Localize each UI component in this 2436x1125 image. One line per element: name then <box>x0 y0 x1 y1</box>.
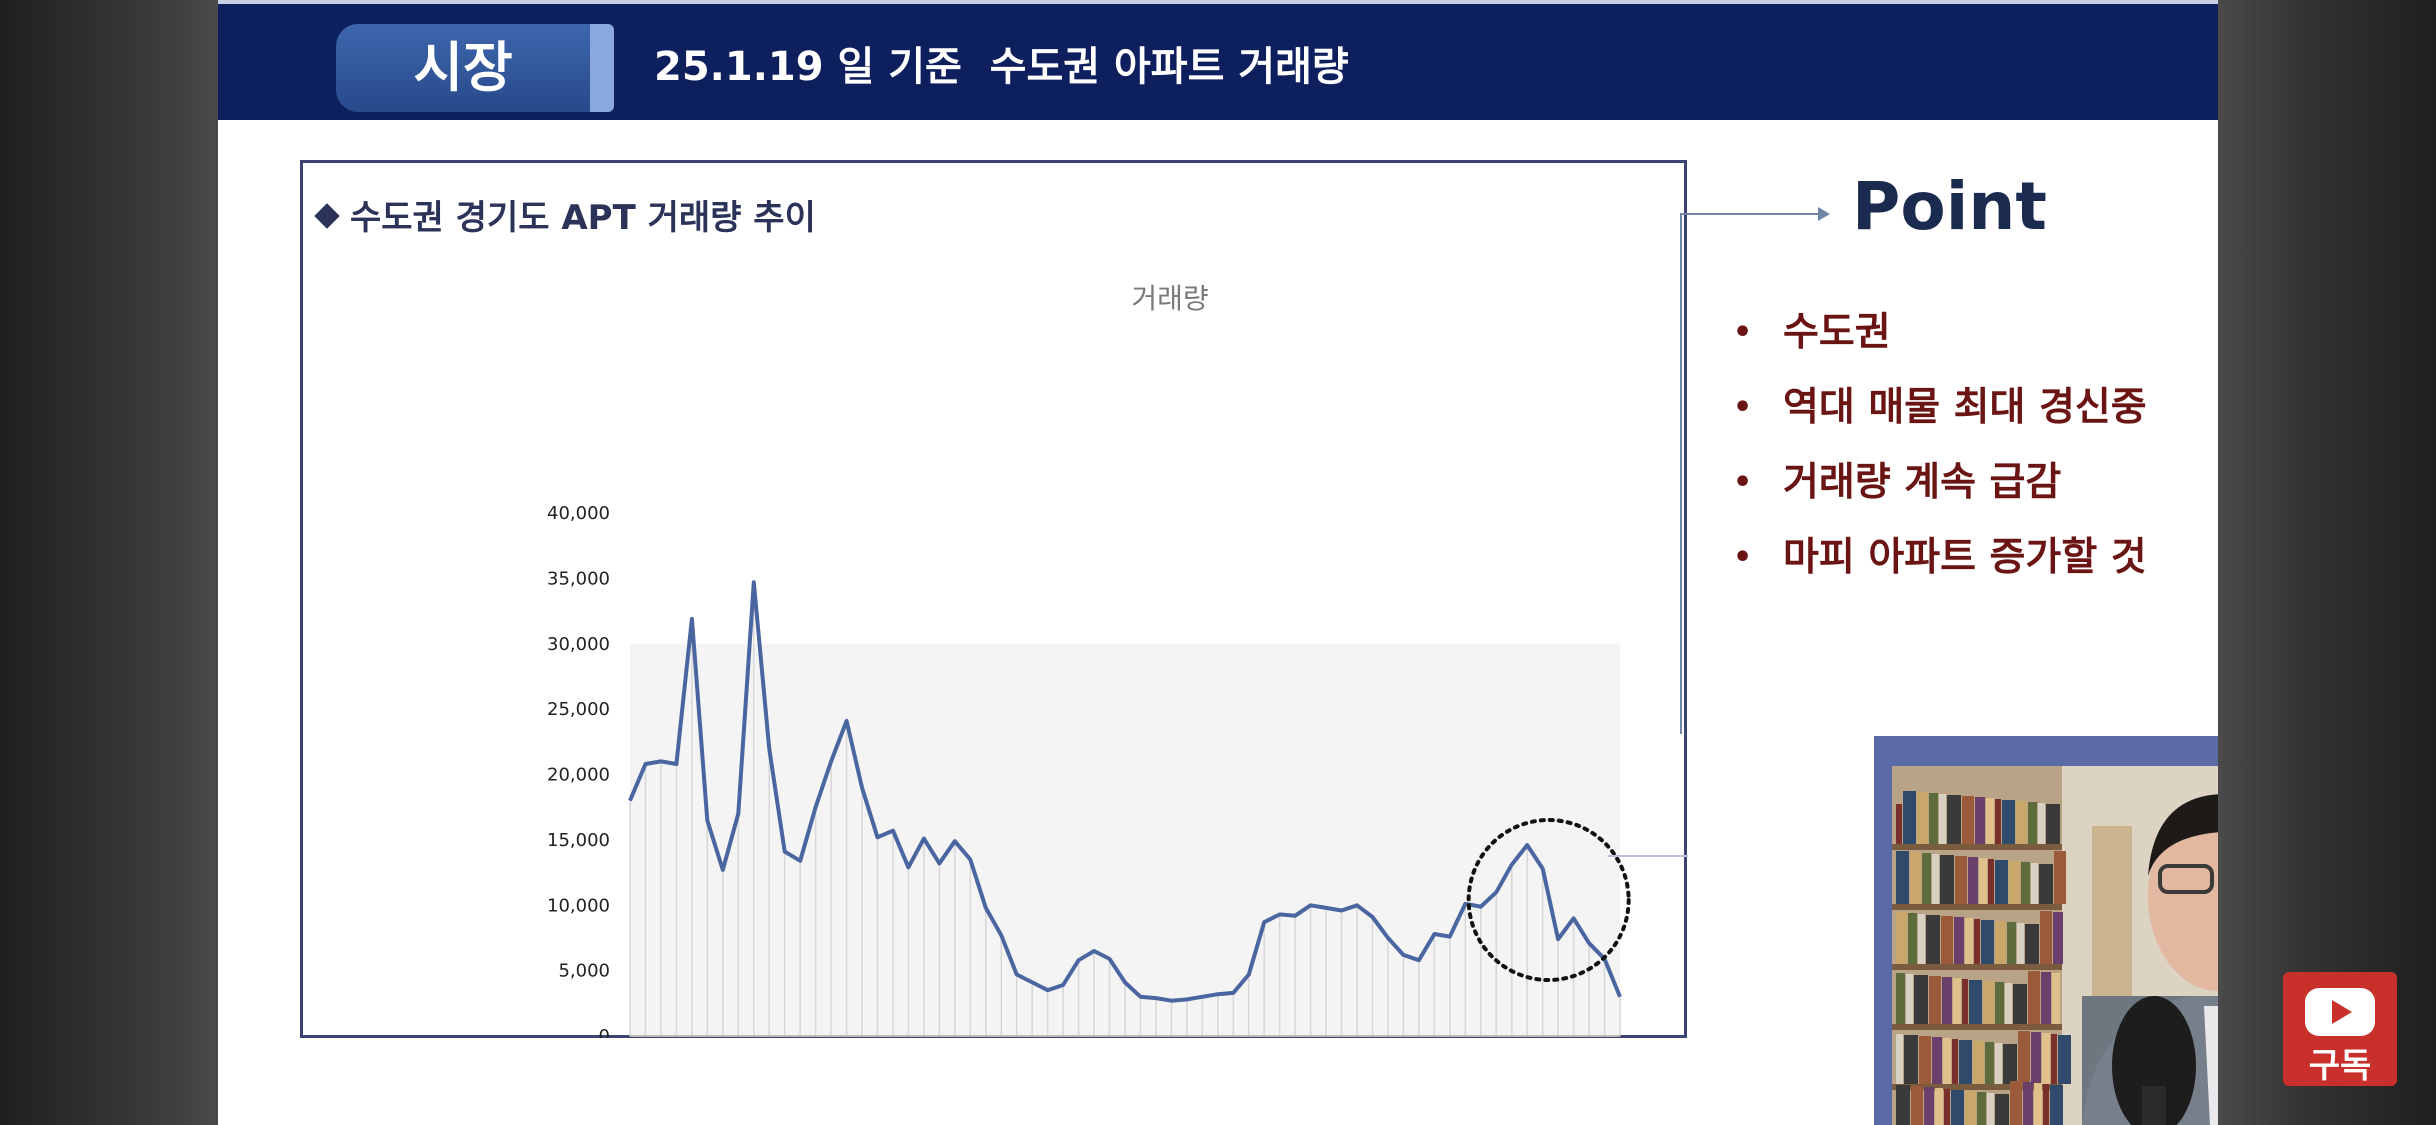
background-left <box>0 0 218 1125</box>
background-right <box>2218 0 2436 1125</box>
slide: 시장 25.1.19 일 기준 수도권 아파트 거래량 수도권 경기도 APT … <box>218 0 2218 1125</box>
webcam-video <box>1892 766 2218 1125</box>
drop-lines <box>629 582 1621 1037</box>
presenter-video-frame <box>1892 766 2218 1125</box>
chart-annotation <box>1466 818 1631 983</box>
point-item: 마피 아파트 증가할 것 <box>1733 525 2147 600</box>
y-tick-label: 20,000 <box>547 765 610 786</box>
section-tag-label: 시장 <box>413 36 513 99</box>
y-tick-label: 25,000 <box>547 699 610 720</box>
dotted-circle-annotation <box>1466 818 1631 983</box>
subscribe-button[interactable]: 구독 <box>2283 972 2397 1086</box>
point-item: 수도권 <box>1733 300 2147 375</box>
point-connector-line <box>1680 214 1682 734</box>
section-tag <box>336 24 614 112</box>
subscribe-label: 구독 <box>2308 1046 2372 1086</box>
chart-heading-text: 수도권 경기도 APT 거래량 추이 <box>350 198 816 238</box>
y-tick-label: 30,000 <box>547 634 610 655</box>
line-chart: 거래량 0 5,000 10,000 15,000 20,000 25,000 30,000… <box>547 282 1631 1038</box>
point-list: 수도권 역대 매물 최대 경신중 거래량 계속 급감 마피 아파트 증가할 것 <box>1733 300 2147 600</box>
youtube-play-icon <box>2305 988 2375 1036</box>
series-line <box>628 580 1622 1003</box>
point-arrow-line <box>1680 213 1820 215</box>
y-tick-label: 40,000 <box>547 503 610 524</box>
chart-connector-line <box>1608 855 1688 857</box>
chart-title: 거래량 <box>1131 282 1208 315</box>
webcam-overlay <box>1874 736 2218 1125</box>
chart-heading: 수도권 경기도 APT 거래량 추이 <box>314 190 816 239</box>
point-title: Point <box>1852 168 2047 245</box>
section-tag-stripe <box>590 24 614 112</box>
slide-title: 25.1.19 일 기준 수도권 아파트 거래량 <box>654 44 1349 90</box>
arrow-right-icon <box>1818 207 1830 221</box>
y-tick-label: 35,000 <box>547 568 610 589</box>
slide-header: 시장 25.1.19 일 기준 수도권 아파트 거래량 <box>218 0 2218 120</box>
y-tick-label: 0 <box>599 1026 610 1038</box>
y-axis: 0 5,000 10,000 15,000 20,000 25,000 30,000 35,0… <box>547 503 1620 1038</box>
point-item: 역대 매물 최대 경신중 <box>1733 375 2147 450</box>
point-item: 거래량 계속 급감 <box>1733 450 2147 525</box>
y-tick-label: 10,000 <box>547 895 610 916</box>
y-tick-label: 15,000 <box>547 830 610 851</box>
y-tick-label: 5,000 <box>558 961 610 982</box>
plot-shade <box>630 643 1620 1036</box>
